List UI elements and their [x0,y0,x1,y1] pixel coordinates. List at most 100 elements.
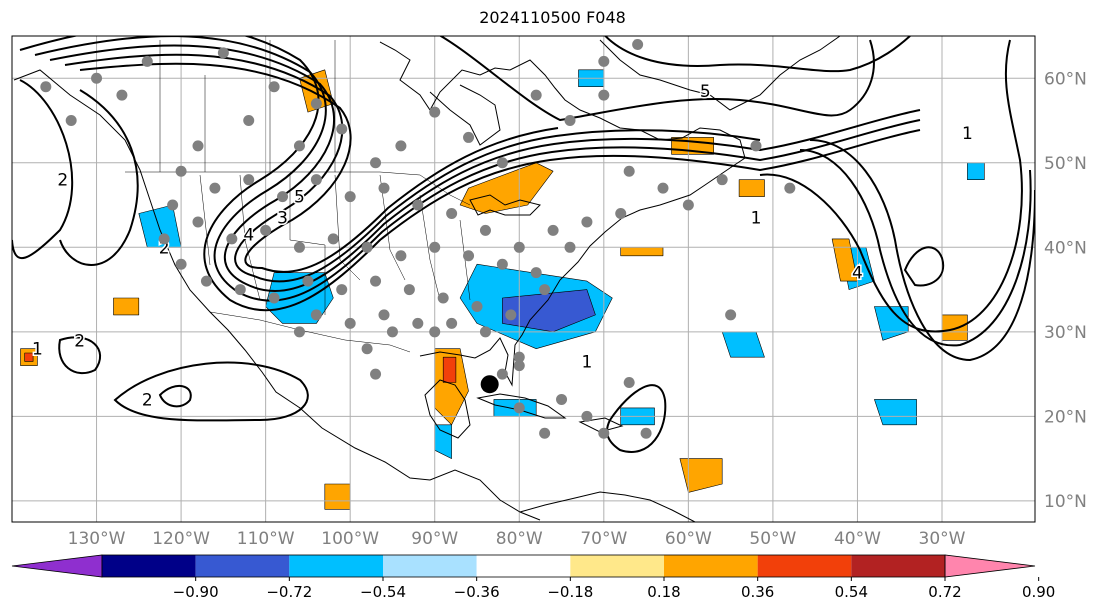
station-dot [370,275,382,287]
station-dot [141,55,153,67]
colorbar-segment [476,555,571,577]
colorbar-tick-label: 0.90 [1022,583,1055,601]
station-dot [327,233,339,245]
colorbar-segment [757,555,852,577]
station-dot [479,326,491,338]
anomaly-fill-layer [20,69,985,510]
contour-value-label: 4 [243,226,254,246]
anomaly-region [941,314,968,341]
coastlines-layer [13,36,841,522]
contour-value-label: 2 [142,390,153,410]
colorbar-tick-label: 0.36 [741,583,774,601]
colorbar-segment [570,555,664,577]
colorbar-tick-label: 0.54 [835,583,868,601]
lat-tick-label: 40°N [1044,238,1087,258]
colorbar-tick-label: 0.72 [928,583,961,601]
station-dot [243,174,255,186]
contour-line [604,36,911,73]
station-dot [784,182,796,194]
station-dot [556,393,568,405]
station-dot [336,123,348,135]
station-dot [277,191,289,203]
latitude-tick-labels: 10°N 20°N 30°N 40°N 50°N 60°N [1044,69,1087,512]
station-dot [361,343,373,355]
north-america-coast [13,41,746,521]
station-dot [293,140,305,152]
colorbar-extend-low [11,554,103,578]
station-dot [463,250,475,262]
station-dot [539,427,551,439]
station-dot [513,402,525,414]
lon-tick-label: 100°W [321,529,379,549]
colorbar-tick-label: 0.18 [647,583,680,601]
station-dot [378,182,390,194]
station-dot [463,131,475,143]
contour-value-label: 1 [581,352,592,372]
political-borders [125,40,471,353]
contour-line [903,246,945,287]
station-dot [65,115,77,127]
station-dot [395,140,407,152]
station-dot [175,258,187,270]
lon-tick-label: 40°W [834,529,881,549]
contour-line [113,361,309,422]
contour-line [12,79,74,260]
station-dot [302,275,314,287]
station-dot [344,317,356,329]
colorbar-extend-high [944,554,1036,578]
contour-value-label: 5 [294,188,305,208]
colorbar-tick-label: −0.36 [454,583,500,601]
anomaly-region [113,297,140,316]
contour-line [59,89,139,266]
station-dot [260,224,272,236]
lon-tick-label: 70°W [580,529,627,549]
height-contours [12,36,1035,453]
cuba-coast [476,393,567,419]
map-title: 2024110500 F048 [479,8,626,27]
lon-tick-label: 130°W [68,529,126,549]
yucatan-coast [424,379,471,439]
station-dot [496,258,508,270]
colorbar-segment [195,555,290,577]
station-dot [564,241,576,253]
lon-tick-label: 30°W [919,529,966,549]
station-dot [657,182,669,194]
station-dot [192,140,204,152]
colorbar-tick-label: −0.54 [360,583,406,601]
contour-value-label: 2 [57,171,68,191]
colorbar-tick-label: −0.18 [547,583,593,601]
station-dot [496,368,508,380]
anomaly-region [24,352,34,362]
contour-value-label: 3 [277,209,288,229]
lon-tick-label: 90°W [411,529,458,549]
station-dot [682,199,694,211]
lon-tick-label: 80°W [496,529,543,549]
colorbar-tick-label: −0.72 [266,583,312,601]
station-dot [293,326,305,338]
anomaly-region [442,356,457,383]
station-dot [530,89,542,101]
contour-line [58,336,101,375]
station-dot [581,410,593,422]
station-dot [386,326,398,338]
anomaly-region [324,483,351,510]
contour-value-label: 5 [700,82,711,102]
contour-line [34,36,921,302]
station-dot [395,250,407,262]
contour-value-label: 1 [751,209,762,229]
station-dot [623,377,635,389]
station-dot [158,233,170,245]
colorbar-segment [383,555,477,577]
station-dot [40,81,52,93]
contour-value-label: 2 [74,331,85,351]
lon-tick-label: 50°W [749,529,796,549]
station-dot [429,241,441,253]
station-dot [513,360,525,372]
station-dot [293,241,305,253]
station-dot [598,427,610,439]
storm-center-marker [480,375,499,394]
contour-line [64,53,761,283]
colorbar-segment [664,555,758,577]
station-dot [336,284,348,296]
station-dot [370,157,382,169]
